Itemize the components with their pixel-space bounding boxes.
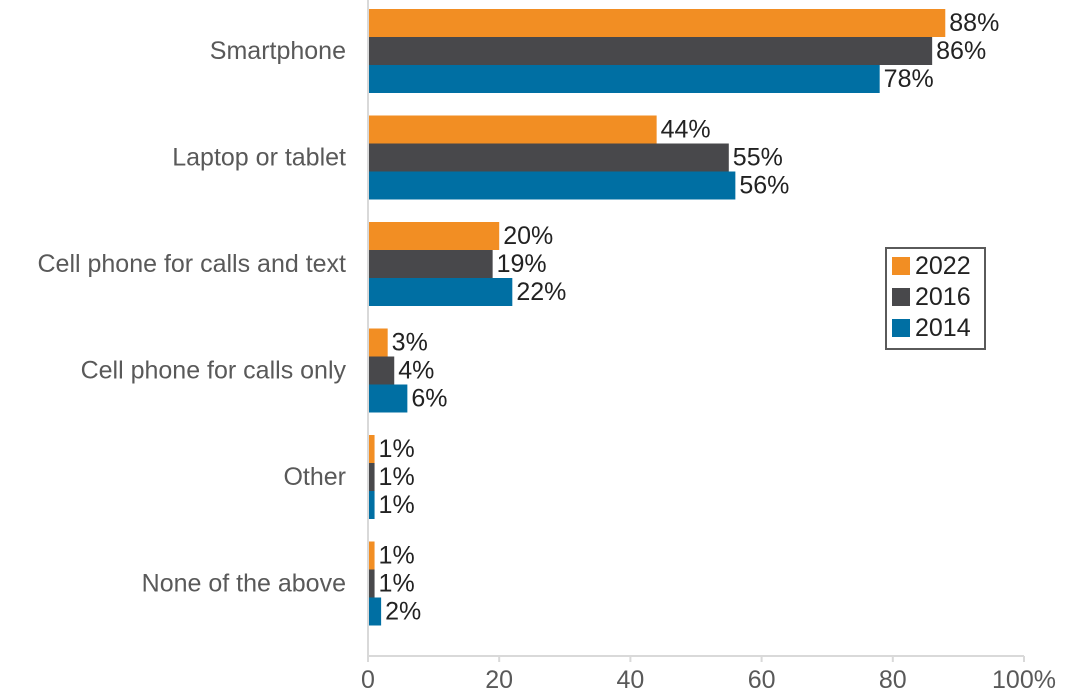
bar-2016-4 — [368, 463, 375, 491]
legend: 2022 2016 2014 — [885, 247, 986, 350]
data-label: 1% — [379, 463, 415, 491]
data-label: 19% — [497, 250, 547, 278]
bar-2022-4 — [368, 435, 375, 463]
bar-2022-3 — [368, 328, 388, 357]
legend-swatch-2022 — [892, 257, 910, 275]
category-label: Cell phone for calls only — [81, 357, 347, 385]
data-label: 88% — [949, 9, 999, 37]
data-label: 55% — [733, 144, 783, 172]
data-labels-layer: 88%44%20%3%1%1%86%55%19%4%1%1%78%56%22%6… — [379, 9, 1000, 626]
data-label: 1% — [379, 435, 415, 463]
data-label: 2% — [385, 598, 421, 626]
bar-2022-0 — [368, 9, 946, 37]
bar-2014-2 — [368, 278, 513, 306]
data-label: 1% — [379, 491, 415, 519]
x-axis: 0 20 40 60 80 100% — [361, 0, 1056, 692]
bar-2016-3 — [368, 356, 395, 385]
category-labels-layer: Smartphone Laptop or tablet Cell phone for… — [37, 37, 346, 598]
x-tick-label: 60 — [748, 666, 776, 692]
bar-2014-4 — [368, 491, 375, 519]
legend-label: 2014 — [915, 314, 971, 342]
data-label: 20% — [503, 222, 553, 250]
category-label: Cell phone for calls and text — [37, 250, 346, 278]
bars-layer — [368, 9, 946, 626]
x-tick-label: 40 — [616, 666, 644, 692]
bar-2014-3 — [368, 384, 408, 413]
data-label: 22% — [516, 278, 566, 306]
category-label: Other — [283, 463, 346, 491]
data-label: 86% — [936, 37, 986, 65]
legend-label: 2022 — [915, 252, 971, 280]
bar-2016-2 — [368, 250, 493, 278]
bar-2022-2 — [368, 222, 500, 250]
data-label: 1% — [379, 542, 415, 570]
category-label: None of the above — [142, 570, 346, 598]
data-label: 1% — [379, 570, 415, 598]
category-label: Smartphone — [210, 37, 346, 65]
category-label: Laptop or tablet — [172, 144, 346, 172]
data-label: 44% — [661, 116, 711, 144]
bar-2014-1 — [368, 171, 736, 200]
x-tick-label: 0 — [361, 666, 375, 692]
legend-label: 2016 — [915, 283, 971, 311]
bar-2022-5 — [368, 541, 375, 570]
x-tick-label: 80 — [879, 666, 907, 692]
bar-2016-5 — [368, 569, 375, 598]
x-tick-label: 20 — [485, 666, 513, 692]
legend-swatch-2014 — [892, 319, 910, 337]
data-label: 56% — [739, 172, 789, 200]
data-label: 3% — [392, 329, 428, 357]
data-label: 6% — [411, 385, 447, 413]
bar-2016-1 — [368, 143, 729, 172]
bar-2014-5 — [368, 597, 382, 626]
bar-2016-0 — [368, 37, 933, 65]
x-tick-label: 100% — [992, 666, 1056, 692]
data-label: 4% — [398, 357, 434, 385]
bar-2022-1 — [368, 115, 657, 144]
data-label: 78% — [884, 65, 934, 93]
bar-2014-0 — [368, 65, 880, 93]
legend-swatch-2016 — [892, 288, 910, 306]
